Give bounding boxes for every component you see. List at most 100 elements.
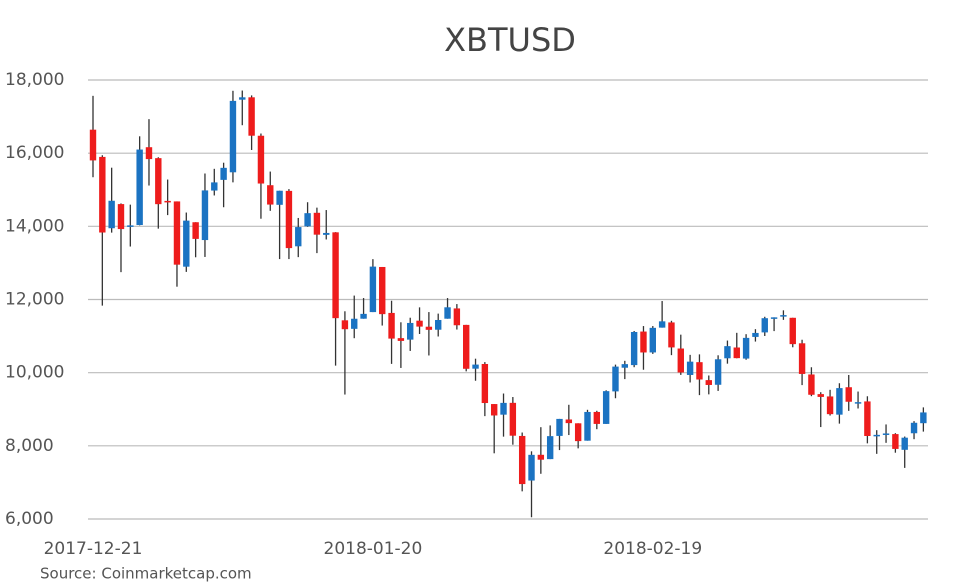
candle-body	[472, 364, 479, 369]
candle-body	[369, 266, 377, 313]
candle-body	[817, 394, 824, 397]
candle-body	[761, 318, 768, 333]
candle-body	[117, 204, 125, 230]
candle-body	[546, 436, 554, 460]
candle-body	[332, 232, 339, 319]
candle-body	[173, 201, 181, 265]
candle-body	[127, 225, 134, 227]
candle-body	[537, 454, 545, 460]
candle-body	[658, 321, 666, 328]
candle-body	[155, 158, 162, 205]
candle-body	[211, 182, 218, 191]
y-tick-label: 6,000	[5, 509, 54, 529]
y-tick-label: 12,000	[5, 290, 64, 310]
candle-body	[910, 422, 918, 434]
candle-body	[351, 318, 358, 329]
candle-body	[192, 222, 199, 239]
candle-body	[444, 307, 451, 319]
candle-body	[854, 402, 862, 404]
candle-body	[602, 391, 610, 424]
y-tick-label: 8,000	[5, 436, 54, 456]
candle-body	[304, 213, 311, 227]
candle-body	[89, 129, 97, 161]
candle-body	[201, 190, 209, 241]
x-tick-label: 2018-02-19	[603, 539, 702, 559]
candle-body	[584, 411, 591, 441]
candle-body	[360, 313, 367, 319]
candle-body	[873, 434, 880, 437]
candle-body	[640, 331, 647, 353]
candle-body	[453, 308, 461, 326]
candle-body	[836, 388, 843, 415]
candle-body	[490, 404, 498, 416]
candle-body	[313, 212, 321, 235]
candle-body	[752, 332, 759, 337]
candle-body	[892, 434, 899, 449]
candle-body	[295, 227, 302, 247]
candle-body	[845, 387, 852, 402]
candle-body	[407, 322, 414, 340]
x-tick-label: 2017-12-21	[44, 539, 143, 559]
candle-body	[220, 167, 227, 180]
candle-body	[621, 364, 629, 368]
candle-body	[696, 362, 703, 380]
candle-body	[509, 402, 517, 436]
candle-body	[463, 324, 470, 369]
candle-body	[341, 320, 349, 330]
candle-body	[770, 317, 778, 319]
candle-body	[612, 366, 619, 392]
y-tick-label: 10,000	[5, 363, 64, 383]
candle-body	[425, 326, 433, 330]
candle-body	[435, 319, 442, 330]
y-tick-label: 16,000	[5, 143, 64, 163]
candle-body	[882, 433, 890, 435]
x-tick-label: 2018-01-20	[324, 539, 423, 559]
candle-body	[808, 374, 815, 395]
candle-body	[733, 347, 740, 359]
candle-body	[780, 315, 787, 317]
candle-body	[705, 380, 712, 385]
source-note: Source: Coinmarketcap.com	[40, 565, 252, 583]
candle-body	[724, 346, 731, 359]
candle-body	[518, 435, 526, 485]
y-tick-label: 14,000	[5, 216, 64, 236]
candle-body	[416, 320, 423, 327]
candle-body	[630, 331, 638, 366]
candle-body	[145, 147, 153, 160]
y-tick-label: 18,000	[5, 70, 64, 90]
candle-body	[239, 97, 246, 100]
candle-body	[276, 190, 283, 205]
candle-body	[565, 419, 573, 424]
candle-body	[500, 402, 507, 415]
candle-body	[136, 149, 143, 226]
chart-title: XBTUSD	[444, 21, 576, 59]
candle-body	[798, 343, 806, 374]
candle-body	[826, 396, 834, 415]
candle-body	[593, 411, 601, 424]
candle-body	[556, 418, 563, 436]
candle-body	[864, 401, 871, 436]
candle-body	[649, 327, 656, 353]
candle-body	[388, 312, 395, 339]
candle-body	[920, 412, 927, 424]
candle-body	[164, 200, 171, 203]
candle-body	[257, 135, 265, 184]
candle-body	[481, 363, 489, 404]
candle-body	[379, 266, 386, 315]
candle-body	[99, 156, 106, 233]
candle-body	[248, 97, 255, 136]
candle-body	[267, 185, 274, 205]
candle-body	[323, 232, 330, 235]
candle-body	[574, 423, 582, 442]
candle-body	[397, 338, 405, 341]
candle-body	[677, 348, 684, 373]
candle-body	[183, 220, 190, 267]
candle-body	[668, 322, 675, 348]
candle-body	[686, 361, 694, 375]
candle-body	[108, 200, 115, 229]
candle-body	[789, 317, 796, 345]
candle-body	[901, 437, 908, 450]
candle-body	[714, 359, 722, 385]
candle-body	[229, 100, 237, 173]
